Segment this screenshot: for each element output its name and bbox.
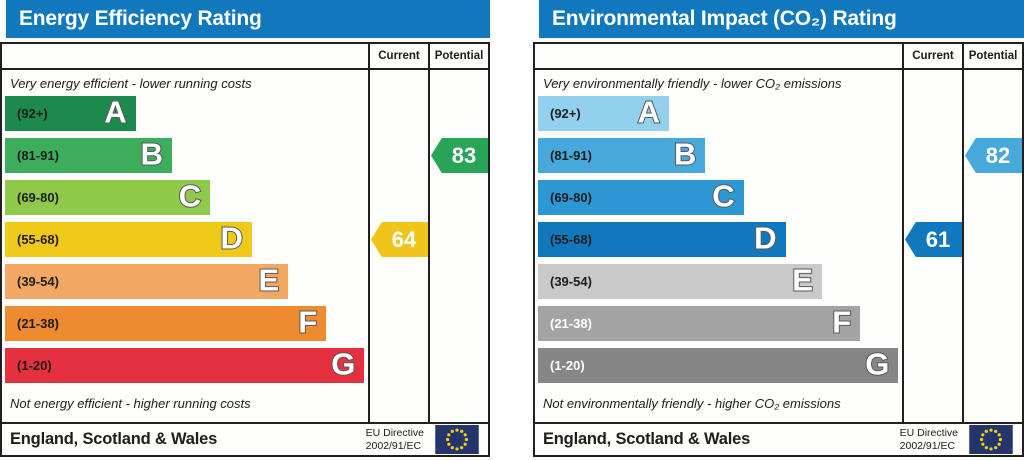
eu-directive-label: EU Directive 2002/91/EC bbox=[366, 427, 424, 452]
potential-rating-marker: 83 bbox=[431, 138, 488, 173]
eu-flag-icon bbox=[435, 425, 479, 454]
band-f: (21-38) F bbox=[5, 304, 327, 341]
column-header-row: Current Potential bbox=[2, 44, 488, 70]
energy-efficiency-rating-panel: Energy Efficiency Rating Current Potenti… bbox=[0, 0, 490, 460]
band-g: (1-20) G bbox=[538, 346, 899, 383]
current-column-header: Current bbox=[902, 44, 962, 68]
eu-directive-line1: EU Directive bbox=[365, 426, 424, 439]
environmental-impact-co2-rating-panel: Environmental Impact (CO₂) Rating Curren… bbox=[533, 0, 1024, 460]
column-header-row: Current Potential bbox=[535, 44, 1022, 70]
potential-column-header: Potential bbox=[428, 44, 488, 68]
band-range-label: (92+) bbox=[550, 106, 581, 121]
band-letter: F bbox=[297, 304, 318, 340]
bottom-note: Not environmentally friendly - higher CO… bbox=[543, 396, 841, 411]
band-d: (55-68) D bbox=[538, 222, 786, 257]
band-e: (39-54) E bbox=[5, 262, 289, 299]
bands: (92+) A (81-91) B (69-80) C (55-68) D (39-54) E (2… bbox=[538, 96, 902, 383]
band-letter: G bbox=[330, 346, 356, 382]
column-header-spacer bbox=[2, 44, 368, 68]
band-letter: E bbox=[257, 262, 280, 298]
bands-area: Very environmentally friendly - lower CO… bbox=[535, 70, 902, 422]
band-c: (69-80) C bbox=[538, 180, 744, 215]
current-rating-marker: 61 bbox=[905, 222, 962, 257]
band-c: (69-80) C bbox=[5, 178, 211, 215]
eu-directive-line2: 2002/91/EC bbox=[899, 439, 956, 452]
band-range-label: (1-20) bbox=[17, 358, 52, 373]
rating-table: Current Potential Very energy efficient … bbox=[0, 42, 490, 457]
potential-column-header: Potential bbox=[962, 44, 1022, 68]
band-range-label: (69-80) bbox=[17, 190, 59, 205]
potential-column: 83 bbox=[428, 70, 488, 422]
region-label: England, Scotland & Wales bbox=[10, 430, 218, 448]
band-range-label: (39-54) bbox=[550, 274, 592, 289]
band-a: (92+) A bbox=[538, 94, 670, 131]
band-range-label: (69-80) bbox=[550, 190, 592, 205]
band-range-label: (21-38) bbox=[550, 316, 592, 331]
potential-rating-marker: 82 bbox=[965, 138, 1022, 173]
band-g: (1-20) G bbox=[5, 346, 365, 383]
potential-column: 82 bbox=[962, 70, 1022, 422]
band-e: (39-54) E bbox=[538, 264, 822, 299]
bands: (92+) A (81-91) B (69-80) C (55-68) D (39-54) E (2… bbox=[5, 96, 368, 383]
band-letter: A bbox=[637, 94, 661, 130]
band-range-label: (55-68) bbox=[17, 232, 59, 247]
eu-directive-line2: 2002/91/EC bbox=[365, 439, 422, 452]
current-rating-marker: 64 bbox=[371, 222, 428, 257]
band-letter: C bbox=[178, 178, 202, 214]
footer-row: England, Scotland & Wales EU Directive 2… bbox=[2, 422, 488, 455]
top-note: Very environmentally friendly - lower CO… bbox=[543, 76, 842, 91]
band-letter: B bbox=[673, 136, 697, 172]
band-letter: D bbox=[753, 220, 777, 256]
footer-row: England, Scotland & Wales EU Directive 2… bbox=[535, 422, 1022, 455]
band-letter: G bbox=[864, 346, 890, 382]
band-range-label: (39-54) bbox=[17, 274, 59, 289]
rating-body: Very environmentally friendly - lower CO… bbox=[535, 70, 1022, 422]
band-letter: C bbox=[711, 178, 735, 214]
band-range-label: (81-91) bbox=[550, 148, 592, 163]
eu-directive-label: EU Directive 2002/91/EC bbox=[900, 427, 958, 452]
band-letter: E bbox=[791, 262, 814, 298]
band-range-label: (81-91) bbox=[17, 148, 59, 163]
band-range-label: (1-20) bbox=[550, 358, 585, 373]
bands-area: Very energy efficient - lower running co… bbox=[2, 70, 368, 422]
top-note: Very energy efficient - lower running co… bbox=[10, 76, 252, 91]
region-label: England, Scotland & Wales bbox=[543, 430, 751, 448]
eu-directive-line1: EU Directive bbox=[899, 426, 958, 439]
current-column-header: Current bbox=[368, 44, 428, 68]
band-b: (81-91) B bbox=[5, 138, 172, 173]
band-range-label: (55-68) bbox=[550, 232, 592, 247]
band-letter: B bbox=[140, 136, 164, 172]
rating-table: Current Potential Very environmentally f… bbox=[533, 42, 1024, 457]
band-letter: A bbox=[103, 94, 127, 130]
band-letter: F bbox=[831, 304, 852, 340]
band-range-label: (92+) bbox=[17, 106, 48, 121]
column-header-spacer bbox=[535, 44, 902, 68]
panel-title: Energy Efficiency Rating bbox=[19, 7, 262, 30]
band-d: (55-68) D bbox=[5, 222, 252, 257]
panel-title-bar: Environmental Impact (CO₂) Rating bbox=[539, 0, 1024, 38]
band-f: (21-38) F bbox=[538, 304, 861, 341]
current-column: 61 bbox=[902, 70, 962, 422]
panel-title: Environmental Impact (CO₂) Rating bbox=[552, 7, 897, 30]
band-letter: D bbox=[219, 220, 243, 256]
band-b: (81-91) B bbox=[538, 136, 706, 173]
bottom-note: Not energy efficient - higher running co… bbox=[10, 396, 251, 411]
band-range-label: (21-38) bbox=[17, 316, 59, 331]
band-a: (92+) A bbox=[5, 96, 136, 131]
current-column: 64 bbox=[368, 70, 428, 422]
panel-title-bar: Energy Efficiency Rating bbox=[6, 0, 490, 38]
rating-body: Very energy efficient - lower running co… bbox=[2, 70, 488, 422]
eu-flag-icon bbox=[969, 425, 1013, 454]
